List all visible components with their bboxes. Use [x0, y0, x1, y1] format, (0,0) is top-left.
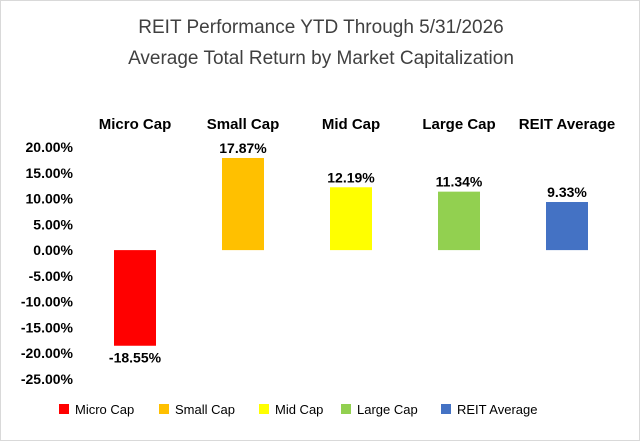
category-label: Small Cap: [207, 116, 280, 133]
legend-swatch: [341, 404, 351, 414]
legend-label: Micro Cap: [75, 402, 134, 417]
category-labels: Micro Cap Small Cap Mid Cap Large Cap REIT A…: [99, 116, 615, 133]
bar: [114, 250, 156, 346]
y-tick-label: -20.00%: [21, 345, 74, 361]
chart-title: REIT Performance YTD Through 5/31/2026: [138, 17, 503, 38]
category-label: Micro Cap: [99, 116, 172, 133]
bar: [438, 191, 480, 251]
bar: [222, 157, 264, 251]
data-label: 9.33%: [547, 184, 587, 200]
legend-swatch: [59, 404, 69, 414]
data-label: 12.19%: [327, 169, 375, 185]
legend-label: REIT Average: [457, 402, 537, 417]
legend-label: Mid Cap: [275, 402, 323, 417]
y-tick-label: 15.00%: [26, 165, 74, 181]
data-label: 17.87%: [219, 140, 267, 156]
y-tick-label: 0.00%: [33, 242, 73, 258]
legend: Micro Cap Small Cap Mid Cap Large Cap REIT A…: [59, 402, 537, 417]
chart-subtitle: Average Total Return by Market Capitaliz…: [128, 48, 514, 69]
legend-swatch: [159, 404, 169, 414]
y-axis: 20.00% 15.00% 10.00% 5.00% 0.00% -5.00% -10.00…: [21, 139, 74, 387]
y-tick-label: 10.00%: [26, 191, 74, 207]
y-tick-label: -15.00%: [21, 319, 74, 335]
y-tick-label: -25.00%: [21, 371, 74, 387]
y-tick-label: 5.00%: [33, 216, 73, 232]
data-labels: -18.55% 17.87% 12.19% 11.34% 9.33%: [109, 140, 587, 366]
legend-label: Small Cap: [175, 402, 235, 417]
legend-label: Large Cap: [357, 402, 418, 417]
category-label: Large Cap: [422, 116, 495, 133]
bar: [546, 202, 588, 251]
bars: [114, 157, 588, 346]
legend-swatch: [441, 404, 451, 414]
legend-swatch: [259, 404, 269, 414]
y-tick-label: -10.00%: [21, 294, 74, 310]
category-label: REIT Average: [519, 116, 615, 133]
data-label: -18.55%: [109, 350, 162, 366]
y-tick-label: 20.00%: [26, 139, 74, 155]
y-tick-label: -5.00%: [29, 268, 74, 284]
category-label: Mid Cap: [322, 116, 380, 133]
data-label: 11.34%: [436, 174, 483, 190]
bar: [330, 187, 372, 251]
